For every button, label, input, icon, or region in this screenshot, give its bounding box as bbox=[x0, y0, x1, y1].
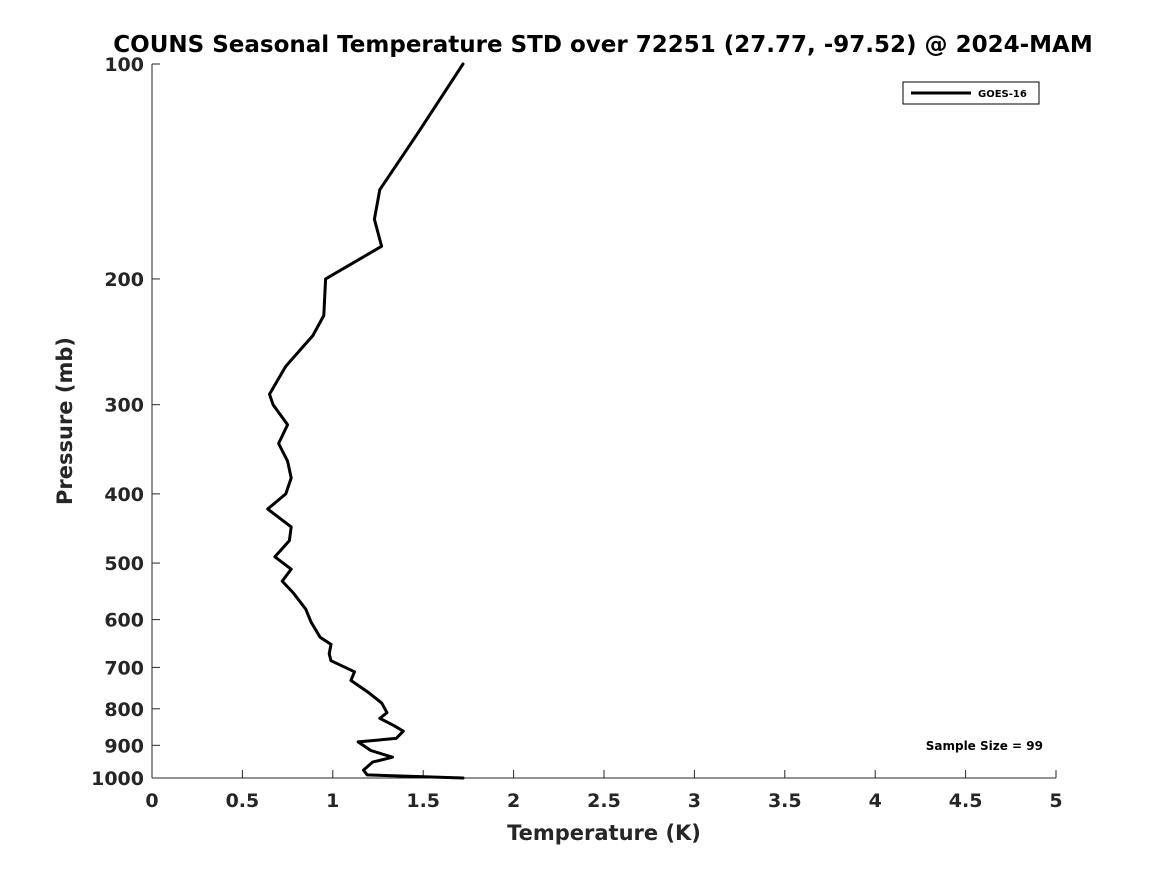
x-tick-label: 1 bbox=[326, 790, 339, 812]
x-ticks: 0 0.5 1 1.5 2 2.5 3 3.5 4 4.5 5 bbox=[145, 770, 1063, 812]
y-tick-label: 600 bbox=[104, 610, 144, 632]
legend-label: GOES-16 bbox=[978, 89, 1027, 100]
x-tick-label: 1.5 bbox=[406, 790, 440, 812]
x-tick-label: 2 bbox=[507, 790, 520, 812]
x-tick-label: 5 bbox=[1049, 790, 1062, 812]
y-tick-label: 900 bbox=[104, 735, 144, 757]
x-tick-label: 3.5 bbox=[768, 790, 802, 812]
x-tick-label: 0 bbox=[145, 790, 158, 812]
legend: GOES-16 bbox=[902, 81, 1040, 105]
series-line-goes-16 bbox=[266, 62, 465, 780]
y-axis-label: Pressure (mb) bbox=[53, 337, 77, 505]
y-tick-label: 700 bbox=[104, 657, 144, 679]
y-tick-label: 300 bbox=[104, 395, 144, 417]
y-tick-label: 1000 bbox=[91, 768, 144, 790]
y-tick-label: 200 bbox=[104, 269, 144, 291]
x-tick-label: 4 bbox=[869, 790, 882, 812]
chart-title: COUNS Seasonal Temperature STD over 7225… bbox=[113, 32, 1092, 58]
y-tick-label: 800 bbox=[104, 699, 144, 721]
plot-area bbox=[151, 64, 1056, 779]
x-axis-label: Temperature (K) bbox=[507, 821, 701, 845]
x-tick-label: 3 bbox=[688, 790, 701, 812]
x-tick-label: 2.5 bbox=[587, 790, 621, 812]
x-tick-label: 0.5 bbox=[226, 790, 260, 812]
y-tick-label: 100 bbox=[104, 54, 144, 76]
y-tick-label: 400 bbox=[104, 484, 144, 506]
y-tick-label: 500 bbox=[104, 553, 144, 575]
x-tick-label: 4.5 bbox=[949, 790, 983, 812]
sample-size-annotation: Sample Size = 99 bbox=[926, 739, 1043, 753]
y-ticks: 100 200 300 400 500 600 700 800 900 1000 bbox=[91, 54, 160, 790]
